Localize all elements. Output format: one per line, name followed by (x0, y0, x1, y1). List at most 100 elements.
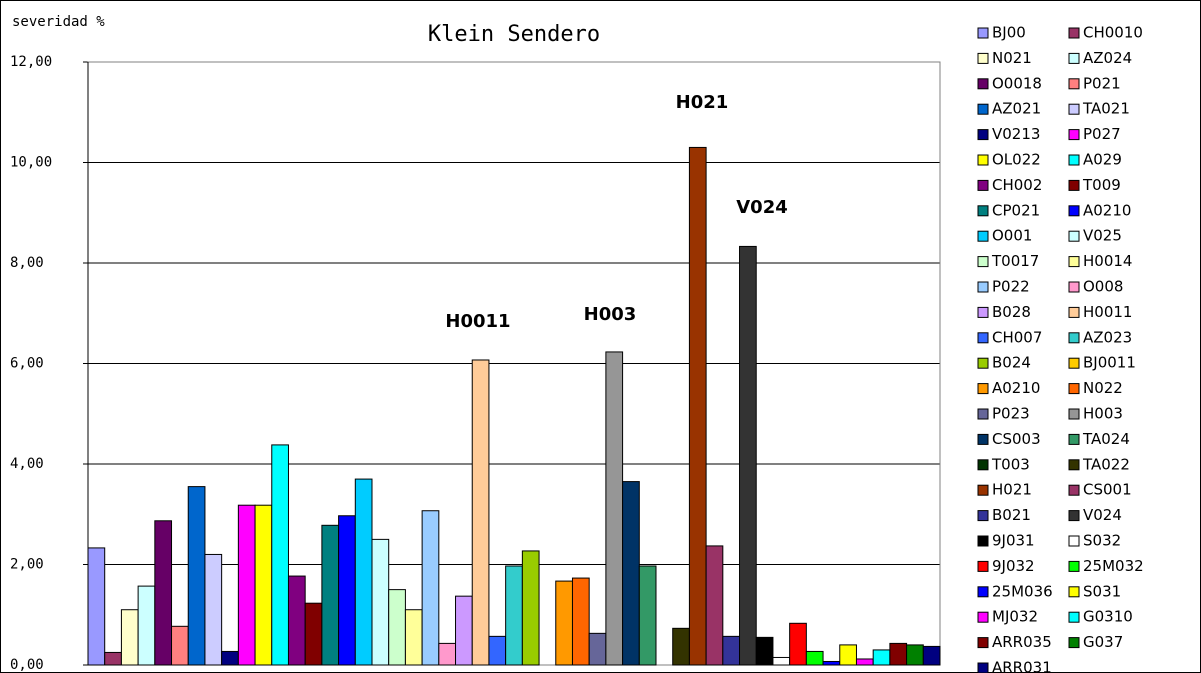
legend-swatch (1068, 52, 1080, 64)
bar (254, 504, 273, 666)
bar (104, 651, 122, 666)
legend-swatch (977, 586, 989, 598)
legend-label: A0210 (1083, 201, 1131, 219)
legend-swatch (1068, 459, 1080, 471)
legend-swatch (1068, 484, 1080, 496)
bar (204, 553, 223, 666)
bar (371, 538, 390, 666)
legend-label: V024 (1083, 506, 1122, 524)
legend-label: TA022 (1082, 455, 1130, 473)
legend-label: TA021 (1082, 100, 1130, 118)
y-tick-label: 12,00 (10, 54, 52, 70)
legend-swatch (977, 662, 989, 673)
legend-label: P022 (992, 278, 1030, 296)
legend-swatch (977, 103, 989, 115)
legend-swatch (977, 535, 989, 547)
legend-label: CS001 (1083, 481, 1132, 499)
bar (237, 504, 256, 666)
y-tick-label: 10,00 (10, 155, 52, 171)
legend-swatch (977, 510, 989, 522)
bar (154, 520, 173, 666)
bar (304, 602, 323, 666)
legend-swatch (977, 383, 989, 395)
legend-swatch (1068, 433, 1080, 445)
legend-swatch (977, 154, 989, 166)
legend-label: N022 (1083, 379, 1123, 397)
bar (354, 478, 373, 666)
bar (672, 627, 690, 666)
bar (688, 146, 707, 666)
bar (588, 632, 607, 666)
legend-swatch (1068, 306, 1080, 318)
bar (622, 481, 640, 666)
legend-swatch (1068, 281, 1080, 293)
legend-swatch (977, 129, 989, 141)
bar (338, 515, 356, 666)
legend-swatch (1068, 510, 1080, 522)
legend-label: G0310 (1083, 608, 1133, 626)
bar (638, 565, 657, 666)
bar (421, 510, 440, 666)
legend-swatch (977, 179, 989, 191)
bar (521, 550, 540, 666)
legend-label: N021 (992, 49, 1032, 67)
bar (822, 660, 841, 666)
legend-swatch (1068, 383, 1080, 395)
bar (755, 636, 774, 666)
legend-label: CH007 (992, 328, 1042, 346)
legend-label: T0017 (991, 252, 1039, 270)
bar (805, 650, 824, 666)
legend-label: CH002 (992, 176, 1042, 194)
bar (889, 642, 908, 666)
legend-label: H0011 (1083, 303, 1132, 321)
legend-swatch (977, 637, 989, 649)
bar (120, 609, 139, 666)
bar (872, 649, 891, 666)
bar (187, 486, 206, 666)
annotation: H021 (676, 92, 729, 113)
bar (605, 351, 624, 666)
legend-swatch (1068, 357, 1080, 369)
legend-label: 25M036 (992, 582, 1053, 600)
legend-swatch (977, 205, 989, 217)
legend-label: H0014 (1083, 252, 1132, 270)
bar (137, 585, 156, 666)
y-axis-label: severidad % (12, 14, 105, 30)
bar (906, 644, 924, 666)
legend-swatch (1068, 103, 1080, 115)
legend-label: V0213 (992, 125, 1040, 143)
bar (705, 545, 724, 666)
legend-label: TA024 (1082, 430, 1130, 448)
legend-label: H021 (992, 481, 1032, 499)
y-tick-label: 4,00 (10, 456, 44, 472)
bar (471, 359, 490, 666)
bar (739, 245, 757, 666)
legend-swatch (977, 408, 989, 420)
legend-swatch (977, 433, 989, 445)
bar (221, 650, 239, 666)
annotation: V024 (736, 197, 788, 218)
legend-label: S031 (1083, 582, 1121, 600)
legend-label: S032 (1083, 532, 1121, 550)
legend-swatch (1068, 408, 1080, 420)
legend-label: BJ00 (992, 24, 1026, 42)
legend-label: OL022 (992, 151, 1041, 169)
legend-swatch (977, 611, 989, 623)
bar (922, 645, 941, 666)
legend-swatch (1068, 586, 1080, 598)
legend-label: ARR031 (992, 659, 1052, 673)
legend-label: A029 (1083, 151, 1122, 169)
legend-label: O008 (1083, 278, 1123, 296)
legend-swatch (977, 281, 989, 293)
legend-label: T009 (1082, 176, 1121, 194)
bar (321, 524, 340, 666)
legend-label: AZ023 (1083, 328, 1132, 346)
legend-label: AZ024 (1083, 49, 1132, 67)
legend-label: O0018 (992, 74, 1042, 92)
legend-swatch (977, 256, 989, 268)
bar (271, 444, 289, 666)
legend-swatch (977, 332, 989, 344)
legend-label: MJ032 (992, 608, 1038, 626)
legend-swatch (1068, 611, 1080, 623)
